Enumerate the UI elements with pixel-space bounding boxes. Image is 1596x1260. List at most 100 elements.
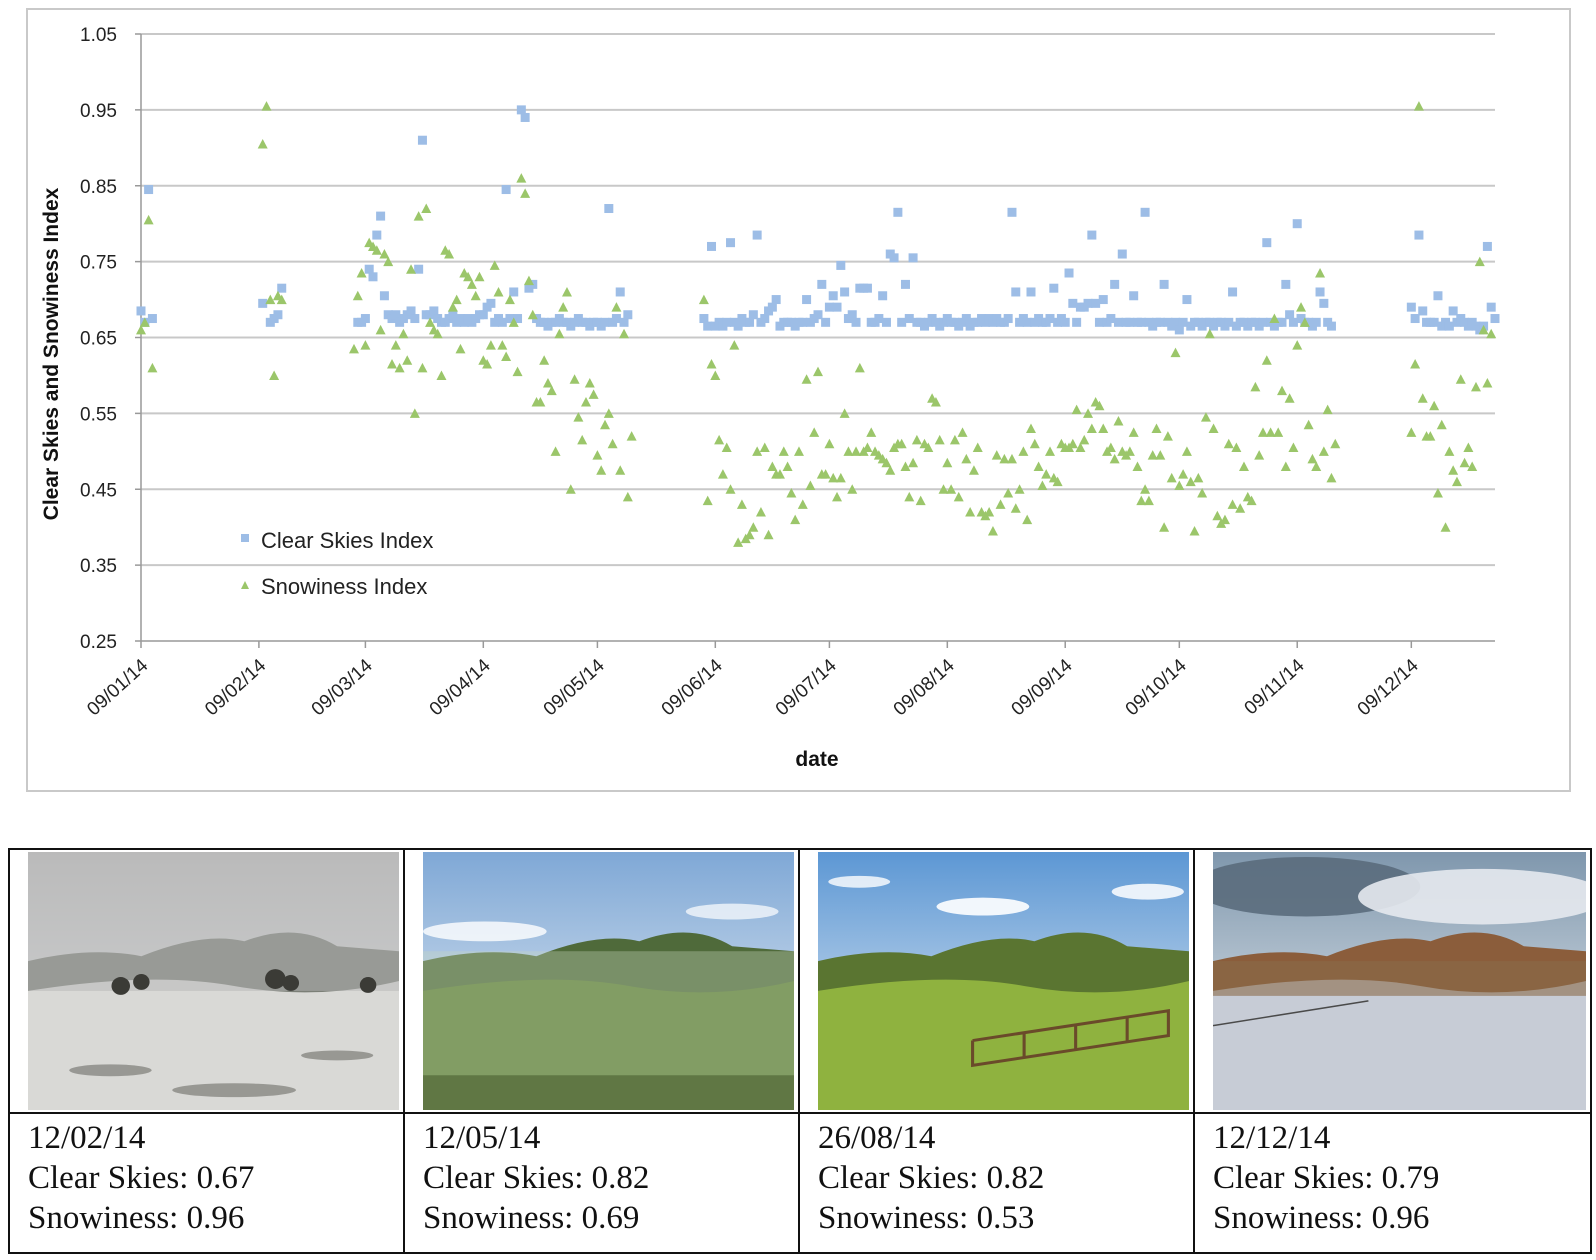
data-point-clear-skies xyxy=(748,310,758,320)
data-point-clear-skies xyxy=(900,279,910,289)
data-point-snowiness xyxy=(485,340,496,350)
data-point-clear-skies xyxy=(745,317,755,327)
photo-caption: 12/02/14 Clear Skies: 0.67 Snowiness: 0.… xyxy=(10,1112,403,1252)
y-axis-ticks: 0.25 0.35 0.45 0.55 0.65 0.75 0.85 0.95 1.05 xyxy=(80,25,141,653)
data-point-snowiness xyxy=(1185,476,1196,487)
data-point-snowiness xyxy=(801,374,812,384)
data-point-snowiness xyxy=(797,499,808,509)
data-point-snowiness xyxy=(813,366,823,377)
data-point-snowiness xyxy=(417,362,428,373)
data-point-snowiness xyxy=(603,408,614,418)
x-tick-label: 09/05/14 xyxy=(540,655,609,720)
data-point-snowiness xyxy=(1178,469,1189,479)
data-point-snowiness xyxy=(820,469,831,479)
data-point-snowiness xyxy=(1292,340,1303,350)
data-point-snowiness xyxy=(793,446,804,456)
data-point-snowiness xyxy=(729,340,740,350)
data-point-snowiness xyxy=(406,264,417,274)
data-point-snowiness xyxy=(1204,328,1215,339)
photo-snowiness: Snowiness: 0.96 xyxy=(1213,1200,1430,1236)
data-point-clear-skies xyxy=(1288,317,1298,327)
data-point-snowiness xyxy=(348,343,359,354)
data-point-clear-skies xyxy=(1072,317,1082,327)
data-point-snowiness xyxy=(995,499,1006,509)
landscape-illustration xyxy=(28,852,399,1110)
legend-marker-snowiness xyxy=(241,581,249,589)
data-point-clear-skies xyxy=(1140,207,1150,217)
data-point-snowiness xyxy=(1440,522,1451,532)
data-point-snowiness xyxy=(968,465,979,475)
data-point-snowiness xyxy=(1003,488,1014,498)
data-point-snowiness xyxy=(387,359,398,369)
data-point-snowiness xyxy=(600,419,611,430)
data-point-clear-skies xyxy=(874,314,884,324)
data-point-clear-skies xyxy=(897,317,907,327)
data-point-clear-skies xyxy=(1007,207,1017,217)
data-point-snowiness xyxy=(805,480,816,490)
data-point-snowiness xyxy=(1413,101,1424,111)
data-point-clear-skies xyxy=(707,241,717,251)
data-point-snowiness xyxy=(409,408,420,418)
photo-clear-skies: Clear Skies: 0.82 xyxy=(818,1160,1045,1196)
data-point-snowiness xyxy=(1140,484,1151,494)
data-point-clear-skies xyxy=(505,314,515,324)
data-point-snowiness xyxy=(847,484,858,494)
data-point-clear-skies xyxy=(767,302,777,312)
data-point-clear-skies xyxy=(1155,317,1165,327)
data-point-clear-skies xyxy=(908,253,918,263)
data-point-clear-skies xyxy=(1110,279,1120,289)
data-point-clear-skies xyxy=(752,230,762,240)
data-point-snowiness xyxy=(577,434,588,445)
data-point-clear-skies xyxy=(703,321,713,331)
data-point-snowiness xyxy=(512,366,523,377)
data-point-snowiness xyxy=(1067,438,1078,449)
data-point-clear-skies xyxy=(1159,279,1169,289)
data-point-snowiness xyxy=(257,139,268,149)
data-point-clear-skies xyxy=(497,317,507,327)
data-point-snowiness xyxy=(908,457,919,468)
data-point-snowiness xyxy=(1151,423,1162,434)
data-point-snowiness xyxy=(622,491,633,502)
data-point-clear-skies xyxy=(726,238,736,248)
data-point-clear-skies xyxy=(889,253,899,263)
data-point-snowiness xyxy=(782,461,793,471)
data-point-snowiness xyxy=(1448,465,1459,475)
data-point-clear-skies xyxy=(828,291,838,301)
y-tick-label: 0.45 xyxy=(80,480,117,501)
data-point-snowiness xyxy=(451,294,462,305)
data-point-clear-skies xyxy=(516,105,526,115)
data-point-clear-skies xyxy=(836,260,846,270)
data-point-clear-skies xyxy=(619,317,629,327)
data-point-clear-skies xyxy=(1125,317,1135,327)
data-point-snowiness xyxy=(854,362,865,373)
data-point-clear-skies xyxy=(1178,317,1188,327)
data-point-snowiness xyxy=(463,271,474,282)
data-point-snowiness xyxy=(1410,359,1421,369)
data-point-snowiness xyxy=(778,446,789,456)
photo-caption: 12/05/14 Clear Skies: 0.82 Snowiness: 0.… xyxy=(405,1112,798,1252)
data-point-snowiness xyxy=(984,507,995,517)
data-point-snowiness xyxy=(508,317,519,327)
data-point-snowiness xyxy=(1045,446,1056,456)
data-point-clear-skies xyxy=(1098,295,1108,305)
data-point-snowiness xyxy=(1303,419,1314,430)
data-point-snowiness xyxy=(554,328,565,339)
data-point-snowiness xyxy=(615,465,626,475)
data-point-snowiness xyxy=(725,484,736,494)
data-point-snowiness xyxy=(139,317,150,327)
data-point-clear-skies xyxy=(611,314,621,324)
data-point-snowiness xyxy=(516,173,527,183)
data-point-clear-skies xyxy=(1262,238,1272,248)
data-point-clear-skies xyxy=(878,291,888,301)
data-point-snowiness xyxy=(432,328,443,339)
data-point-snowiness xyxy=(1113,415,1124,426)
data-point-clear-skies xyxy=(832,302,842,312)
data-point-snowiness xyxy=(1231,442,1242,453)
data-point-snowiness xyxy=(1041,469,1052,479)
data-point-snowiness xyxy=(539,355,550,365)
data-point-snowiness xyxy=(482,359,493,369)
data-point-snowiness xyxy=(470,290,481,301)
data-point-snowiness xyxy=(542,378,553,388)
data-point-clear-skies xyxy=(1049,283,1059,293)
data-point-clear-skies xyxy=(802,295,812,305)
